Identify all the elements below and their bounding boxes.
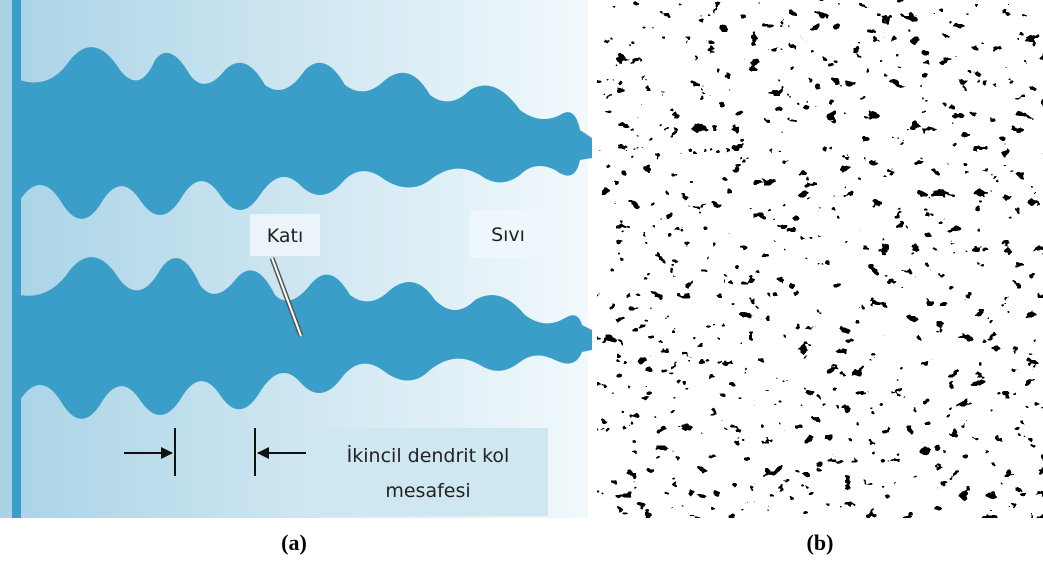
spacing-label: mesafesi <box>385 480 470 502</box>
label-box <box>310 428 548 516</box>
figure: Katı Sıvı İkincil dendrit kol mesafesi (… <box>0 0 1043 567</box>
base-wall <box>12 0 21 518</box>
panel-a: Katı Sıvı İkincil dendrit kol mesafesi <box>0 0 592 518</box>
spacing-label: İkincil dendrit kol <box>347 444 510 467</box>
caption: (b) <box>807 530 834 555</box>
page: Katı Sıvı İkincil dendrit kol mesafesi (… <box>0 0 1043 567</box>
micrograph <box>597 0 1043 518</box>
caption: (a) <box>281 530 307 555</box>
panel-b <box>597 0 1043 518</box>
solid-label: Katı <box>267 225 304 247</box>
liquid-label: Sıvı <box>491 224 525 246</box>
